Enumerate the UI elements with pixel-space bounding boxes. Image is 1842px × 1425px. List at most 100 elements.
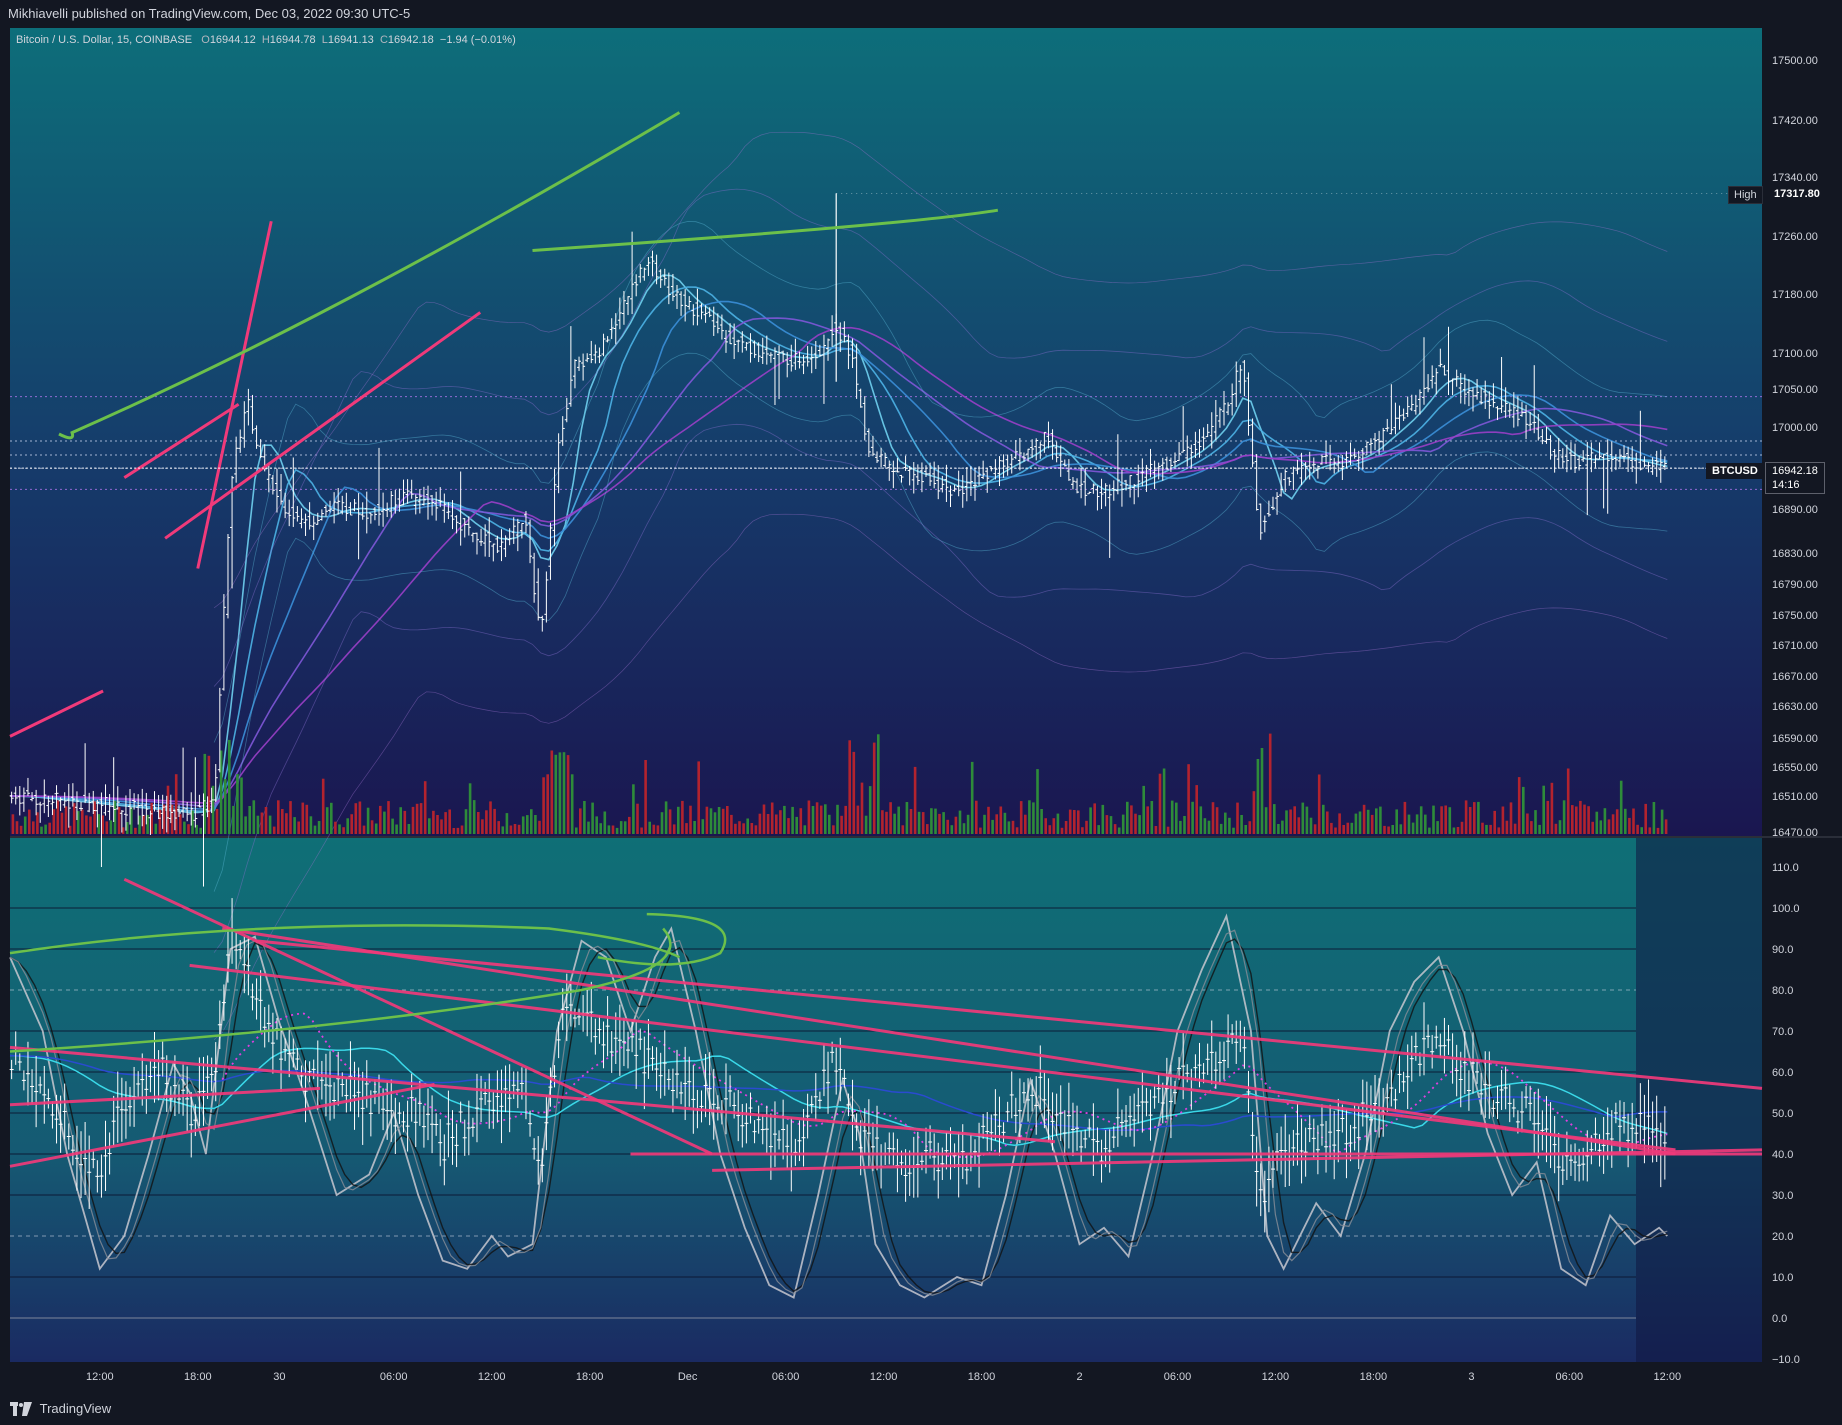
rsi-bar xyxy=(752,1120,757,1144)
price-candle xyxy=(601,333,606,357)
rsi-bar xyxy=(736,1090,741,1142)
price-candle xyxy=(536,568,541,621)
price-candle xyxy=(381,492,386,527)
volume-bar xyxy=(987,806,990,834)
volume-bar xyxy=(954,816,958,834)
rsi-bar xyxy=(903,1149,908,1202)
price-axis-tick-label: 16470.00 xyxy=(1772,827,1818,839)
rsi-bar xyxy=(458,1101,463,1123)
price-candle xyxy=(377,447,382,526)
time-axis-tick-label: 06:00 xyxy=(1164,1371,1192,1383)
price-candle xyxy=(283,492,288,519)
price-candle xyxy=(1462,374,1467,405)
volume-bar xyxy=(1277,824,1280,834)
rsi-bar xyxy=(307,1061,312,1083)
rsi-bar xyxy=(1230,1024,1235,1044)
price-candle xyxy=(1034,438,1039,461)
volume-bar xyxy=(766,814,770,834)
price-candle xyxy=(1213,399,1218,440)
envelope-band-line xyxy=(213,513,1668,1040)
rsi-bar xyxy=(487,1073,492,1129)
rsi-bar xyxy=(985,1111,990,1152)
rsi-bar xyxy=(1422,1002,1427,1076)
price-candle xyxy=(911,462,916,494)
volume-bar xyxy=(1456,827,1460,834)
rsi-bar xyxy=(1242,1026,1247,1069)
rsi-bar xyxy=(1221,1041,1226,1080)
volume-bar xyxy=(721,808,725,834)
volume-bar xyxy=(701,819,705,834)
rsi-bar xyxy=(1250,1111,1255,1159)
price-candle xyxy=(1311,457,1316,474)
price-candle xyxy=(723,329,728,353)
rsi-bar xyxy=(446,1090,451,1158)
rsi-bar xyxy=(401,1111,406,1133)
rsi-bar xyxy=(474,1073,479,1143)
price-candle xyxy=(1511,392,1516,428)
footer-brand: TradingView xyxy=(39,1400,112,1416)
volume-bar xyxy=(1579,800,1582,834)
price-candle xyxy=(132,793,137,810)
price-candle xyxy=(1548,435,1553,460)
rsi-bar xyxy=(1226,1014,1231,1069)
rsi-bar xyxy=(254,978,259,1020)
price-candle xyxy=(225,534,230,619)
volume-bar xyxy=(991,819,994,834)
price-candle xyxy=(1454,369,1459,387)
price-candle xyxy=(1568,442,1573,470)
volume-bar xyxy=(530,809,533,834)
price-candle xyxy=(1368,438,1373,455)
volume-bar xyxy=(1191,801,1194,834)
volume-bar xyxy=(56,800,60,834)
volume-bar xyxy=(338,824,341,834)
rsi-bar xyxy=(711,1068,716,1140)
rsi-bar xyxy=(634,1021,639,1089)
volume-bar xyxy=(23,816,27,834)
rsi-bar xyxy=(728,1075,733,1107)
price-candle xyxy=(1111,480,1116,501)
price-candle xyxy=(274,468,279,513)
price-candle xyxy=(234,436,239,483)
price-axis-tick-label: 17260.00 xyxy=(1772,231,1818,243)
price-candle xyxy=(687,296,692,310)
volume-bar xyxy=(97,814,100,834)
rsi-bar xyxy=(209,1057,214,1092)
volume-bar xyxy=(864,815,868,834)
volume-bar xyxy=(738,821,741,834)
rsi-bar xyxy=(1107,1129,1112,1173)
volume-bar xyxy=(1464,800,1468,834)
price-candle xyxy=(434,491,439,521)
price-candle xyxy=(1152,460,1157,489)
price-axis-tick-label: 16790.00 xyxy=(1772,579,1818,591)
volume-bar xyxy=(432,810,435,834)
time-axis-tick-label: 18:00 xyxy=(576,1371,604,1383)
price-candle xyxy=(801,354,806,375)
oscillator-pane[interactable] xyxy=(10,838,1762,1362)
rsi-bar xyxy=(62,1083,67,1140)
rsi-bar xyxy=(772,1101,777,1167)
price-candle xyxy=(1189,444,1194,468)
symbol-title[interactable]: Bitcoin / U.S. Dollar, 15, COINBASE xyxy=(16,34,193,46)
rsi-bar xyxy=(1026,1078,1031,1122)
rsi-bar xyxy=(270,1012,275,1074)
rsi-bar xyxy=(201,1056,206,1126)
volume-bar xyxy=(558,752,562,834)
price-candle xyxy=(1434,368,1439,395)
osc-trendline-green xyxy=(597,912,727,966)
price-candle xyxy=(772,347,777,405)
rsi-bar xyxy=(246,936,251,996)
price-axis-bg xyxy=(1762,28,1842,1362)
price-candle xyxy=(446,502,451,520)
price-candle xyxy=(42,779,47,814)
rsi-bar xyxy=(1462,1031,1467,1095)
volume-bar xyxy=(889,802,892,834)
price-candle xyxy=(544,571,549,623)
price-candle xyxy=(887,460,892,481)
rsi-bar xyxy=(748,1092,753,1124)
ohlc-legend[interactable]: Bitcoin / U.S. Dollar, 15, COINBASE O169… xyxy=(16,34,516,46)
volume-bar xyxy=(999,806,1003,834)
volume-bar xyxy=(1150,801,1154,834)
open-value: 16944.12 xyxy=(209,34,256,46)
volume-bar xyxy=(1599,820,1603,834)
